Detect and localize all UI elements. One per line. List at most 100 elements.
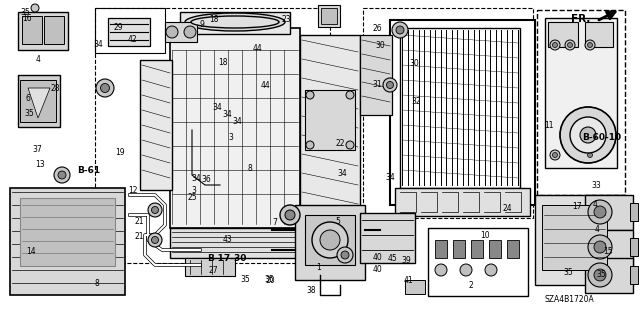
Bar — [548, 22, 578, 47]
Text: 8: 8 — [95, 279, 100, 288]
Text: 1: 1 — [316, 263, 321, 272]
Text: 18: 18 — [210, 15, 219, 24]
Circle shape — [588, 235, 612, 259]
Text: 3: 3 — [191, 186, 196, 195]
Text: 35: 35 — [24, 109, 34, 118]
Bar — [405, 280, 425, 294]
Circle shape — [560, 107, 616, 163]
Text: 37: 37 — [33, 145, 43, 154]
Circle shape — [588, 263, 612, 287]
Bar — [140, 60, 172, 190]
Circle shape — [96, 79, 114, 97]
Bar — [44, 16, 64, 44]
Circle shape — [383, 78, 397, 92]
Text: 34: 34 — [93, 40, 103, 48]
Bar — [170, 228, 300, 258]
Bar — [535, 195, 625, 285]
Bar — [585, 195, 633, 230]
Bar — [20, 198, 115, 266]
Bar — [585, 230, 633, 265]
Bar — [585, 258, 633, 293]
Text: 21: 21 — [134, 217, 143, 226]
Circle shape — [166, 26, 178, 38]
Circle shape — [387, 81, 394, 88]
Circle shape — [568, 42, 573, 48]
Bar — [585, 22, 613, 47]
Circle shape — [552, 42, 557, 48]
Text: 39: 39 — [401, 256, 412, 265]
Text: B-61: B-61 — [77, 166, 100, 175]
Circle shape — [585, 150, 595, 160]
Bar — [360, 35, 392, 115]
Bar — [170, 28, 300, 228]
Bar — [453, 240, 465, 258]
Polygon shape — [20, 80, 56, 122]
Text: 34: 34 — [222, 110, 232, 119]
Text: 35: 35 — [240, 275, 250, 284]
Text: 10: 10 — [480, 231, 490, 240]
Circle shape — [148, 233, 162, 247]
Text: 3: 3 — [228, 133, 233, 142]
Text: 44: 44 — [260, 81, 271, 90]
Circle shape — [588, 200, 612, 224]
Ellipse shape — [191, 16, 279, 28]
Circle shape — [58, 171, 66, 179]
Text: 23: 23 — [282, 15, 292, 24]
Text: 45: 45 — [388, 254, 398, 263]
Text: 35: 35 — [264, 275, 274, 284]
Bar — [630, 266, 638, 284]
Circle shape — [396, 26, 404, 34]
Circle shape — [485, 264, 497, 276]
Text: 2: 2 — [468, 281, 473, 290]
Bar — [471, 240, 483, 258]
Circle shape — [100, 84, 109, 93]
Bar — [108, 18, 150, 46]
Bar — [180, 12, 290, 34]
Text: 34: 34 — [191, 174, 202, 183]
Text: B-17-30: B-17-30 — [207, 254, 247, 263]
Circle shape — [580, 127, 596, 143]
Text: 4: 4 — [593, 200, 598, 209]
Text: 12: 12 — [128, 186, 137, 195]
Circle shape — [460, 264, 472, 276]
Circle shape — [550, 40, 560, 50]
Text: 25: 25 — [187, 193, 197, 202]
Text: 7: 7 — [273, 218, 278, 227]
Circle shape — [570, 117, 606, 153]
Text: 13: 13 — [35, 160, 45, 169]
Circle shape — [552, 152, 557, 158]
Text: 34: 34 — [232, 117, 242, 126]
Bar — [537, 10, 625, 195]
Bar — [507, 240, 519, 258]
Bar — [542, 205, 607, 270]
Circle shape — [588, 152, 593, 158]
Circle shape — [392, 22, 408, 38]
Text: FR.: FR. — [571, 14, 591, 24]
Bar — [300, 35, 360, 230]
Bar — [400, 28, 520, 188]
Text: 38: 38 — [307, 286, 317, 295]
Bar — [321, 8, 337, 24]
Text: 17: 17 — [572, 202, 582, 211]
Text: 41: 41 — [403, 276, 413, 285]
Bar — [305, 215, 355, 265]
Circle shape — [306, 91, 314, 99]
Text: 33: 33 — [591, 181, 602, 189]
Circle shape — [565, 40, 575, 50]
Text: 35: 35 — [563, 268, 573, 277]
Circle shape — [435, 264, 447, 276]
Bar — [22, 16, 42, 44]
Text: 20: 20 — [266, 276, 276, 285]
Bar — [165, 22, 197, 42]
Text: 14: 14 — [26, 247, 36, 256]
Text: 6: 6 — [26, 94, 31, 103]
Bar — [545, 18, 617, 168]
Circle shape — [337, 247, 353, 263]
Bar — [395, 188, 530, 216]
Text: 35: 35 — [596, 271, 607, 279]
Text: 40: 40 — [372, 265, 383, 274]
Circle shape — [550, 150, 560, 160]
Text: 4: 4 — [595, 225, 600, 234]
Circle shape — [152, 236, 159, 243]
Text: SZA4B1720A: SZA4B1720A — [545, 295, 595, 304]
